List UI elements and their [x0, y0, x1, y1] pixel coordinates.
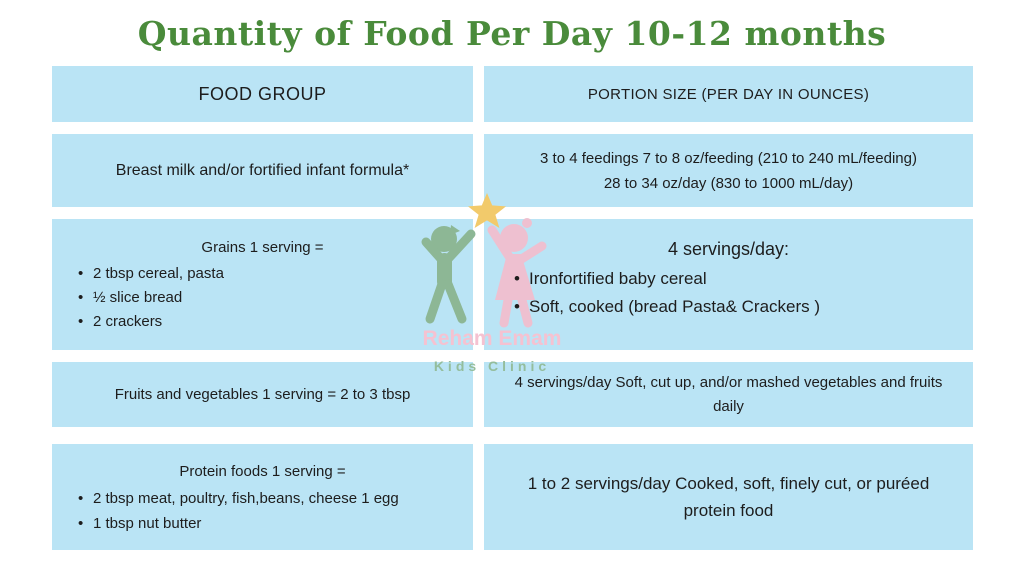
grains-portion-heading: 4 servings/day:: [667, 238, 790, 259]
fruits-vegetables-portion-text: 4 servings/day Soft, cut up, and/or mash…: [514, 373, 943, 415]
grains-portion-list: Ironfortified baby cereal Soft, cooked (…: [484, 265, 973, 321]
breast-milk-label: Breast milk and/or fortified infant form…: [115, 161, 410, 179]
cell-fruits-vegetables-portion: 4 servings/day Soft, cut up, and/or mash…: [484, 362, 973, 427]
fruits-vegetables-label: Fruits and vegetables 1 serving = 2 to 3…: [114, 386, 411, 403]
header-cell-portion-size: PORTION SIZE (PER DAY IN OUNCES): [484, 66, 973, 122]
grains-heading: Grains 1 serving =: [201, 238, 324, 256]
star-icon: [468, 193, 506, 228]
cell-breast-milk-food-group: Breast milk and/or fortified infant form…: [52, 134, 473, 207]
list-item: ½ slice bread: [78, 286, 473, 310]
cell-grains-portion: 4 servings/day: Ironfortified baby cerea…: [484, 219, 973, 350]
protein-foods-portion-text: 1 to 2 servings/day Cooked, soft, finely…: [527, 474, 930, 520]
header-cell-food-group: FOOD GROUP: [52, 66, 473, 122]
cell-breast-milk-portion: 3 to 4 feedings 7 to 8 oz/feeding (210 t…: [484, 134, 973, 207]
clinic-brand-subtitle: Kids Clinic: [433, 358, 551, 374]
list-item: 2 crackers: [78, 310, 473, 334]
protein-foods-list: 2 tbsp meat, poultry, fish,beans, cheese…: [52, 486, 473, 536]
cell-protein-foods-food-group: Protein foods 1 serving = 2 tbsp meat, p…: [52, 444, 473, 550]
cell-grains-food-group: Grains 1 serving = 2 tbsp cereal, pasta …: [52, 219, 473, 350]
page-title: Quantity of Food Per Day 10-12 months: [137, 14, 887, 53]
list-item: 2 tbsp meat, poultry, fish,beans, cheese…: [78, 486, 473, 511]
breast-milk-portion-line1: 3 to 4 feedings 7 to 8 oz/feeding (210 t…: [540, 149, 917, 167]
header-food-group-label: FOOD GROUP: [198, 83, 327, 104]
list-item: Soft, cooked (bread Pasta& Crackers ): [514, 293, 973, 321]
header-portion-size-label: PORTION SIZE (PER DAY IN OUNCES): [587, 85, 870, 103]
list-item: 1 tbsp nut butter: [78, 511, 473, 536]
cell-fruits-vegetables-food-group: Fruits and vegetables 1 serving = 2 to 3…: [52, 362, 473, 427]
cell-protein-foods-portion: 1 to 2 servings/day Cooked, soft, finely…: [484, 444, 973, 550]
breast-milk-portion-line2: 28 to 34 oz/day (830 to 1000 mL/day): [603, 174, 854, 192]
grains-food-group-list: 2 tbsp cereal, pasta ½ slice bread 2 cra…: [52, 262, 473, 334]
list-item: Ironfortified baby cereal: [514, 265, 973, 293]
list-item: 2 tbsp cereal, pasta: [78, 262, 473, 286]
protein-foods-heading: Protein foods 1 serving =: [179, 462, 346, 480]
